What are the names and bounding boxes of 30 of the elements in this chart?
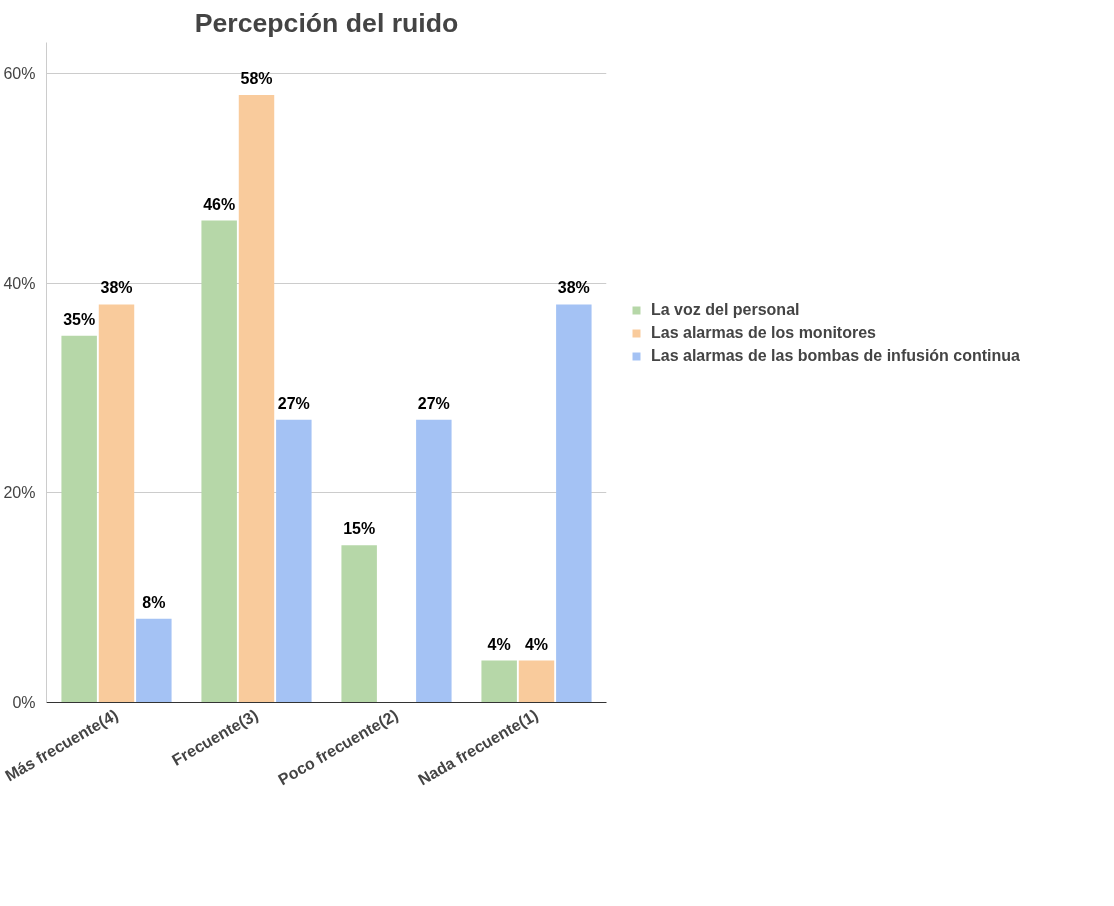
bar (341, 545, 377, 703)
bar (481, 660, 517, 703)
y-tick-label: 60% (3, 65, 36, 83)
bar (238, 94, 275, 703)
data-label: 27% (417, 394, 450, 412)
data-label: 4% (487, 635, 511, 653)
bar (98, 304, 135, 703)
bar (416, 419, 452, 703)
bar (518, 660, 555, 703)
y-tick-label: 40% (3, 274, 36, 292)
bar (136, 618, 172, 703)
legend-label: Las alarmas de las bombas de infusión continua (651, 347, 1020, 365)
legend-label: Las alarmas de los monitores (651, 324, 876, 342)
data-label: 8% (142, 593, 166, 611)
data-label: 46% (203, 195, 236, 213)
data-label: 58% (240, 69, 273, 87)
data-label: 27% (277, 394, 310, 412)
legend-label: La voz del personal (651, 301, 800, 319)
bar (276, 419, 312, 703)
data-label: 4% (524, 635, 549, 653)
data-label: 38% (557, 279, 590, 297)
data-label: 15% (343, 520, 376, 538)
bar (556, 304, 592, 703)
bar (201, 220, 237, 703)
bar (61, 335, 97, 703)
data-label: 35% (63, 310, 96, 328)
chart-title: Percepción del ruido (194, 7, 459, 38)
data-label: 38% (100, 279, 133, 297)
y-tick-label: 0% (12, 694, 36, 711)
y-tick-label: 20% (3, 484, 36, 502)
